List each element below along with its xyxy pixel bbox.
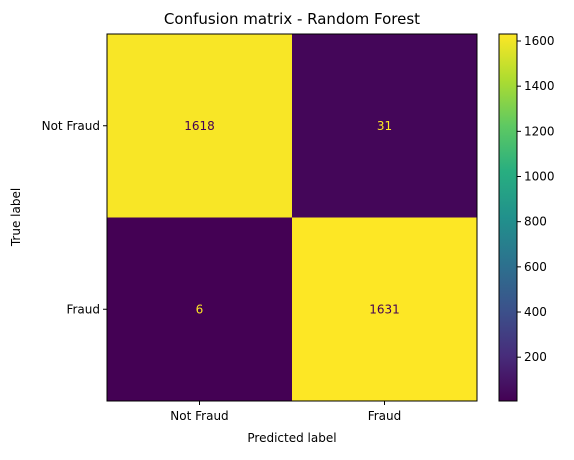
colorbar-tick-label-2: 600: [524, 260, 547, 274]
colorbar-tick-label-4: 1000: [524, 170, 555, 184]
cell-value-r0-c0: 1618: [184, 119, 215, 133]
y-tick-label-0: Not Fraud: [42, 119, 100, 133]
cell-value-r0-c1: 31: [377, 119, 392, 133]
y-tick-label-1: Fraud: [66, 302, 100, 316]
x-axis-ticks: Not Fraud Fraud: [170, 401, 401, 423]
heatmap-cell-r1-c0: [107, 217, 292, 401]
heatmap-cells: 1618 31 6 1631: [106, 33, 478, 402]
x-axis-label: Predicted label: [247, 431, 336, 445]
colorbar-gradient: [499, 34, 517, 401]
heatmap-cell-r0-c0: [107, 34, 292, 218]
colorbar: 200 400 600 800 1000 1200 1400 1600: [498, 33, 555, 402]
colorbar-tick-label-3: 800: [524, 215, 547, 229]
colorbar-tick-label-1: 400: [524, 305, 547, 319]
colorbar-tick-label-7: 1600: [524, 34, 555, 48]
x-tick-label-1: Fraud: [368, 409, 402, 423]
plot-frame: [106, 33, 478, 402]
y-axis-label: True label: [9, 188, 23, 247]
cell-value-r1-c1: 1631: [369, 302, 400, 316]
colorbar-frame: [498, 33, 518, 402]
cell-value-r1-c0: 6: [196, 302, 204, 316]
chart-title: Confusion matrix - Random Forest: [164, 10, 420, 28]
colorbar-tick-label-0: 200: [524, 350, 547, 364]
colorbar-tick-label-6: 1400: [524, 79, 555, 93]
heatmap-cell-r1-c1: [292, 217, 477, 401]
x-tick-label-0: Not Fraud: [170, 409, 228, 423]
colorbar-tick-label-5: 1200: [524, 124, 555, 138]
heatmap-cell-r0-c1: [292, 34, 477, 218]
y-axis-ticks: Not Fraud Fraud: [42, 119, 107, 316]
